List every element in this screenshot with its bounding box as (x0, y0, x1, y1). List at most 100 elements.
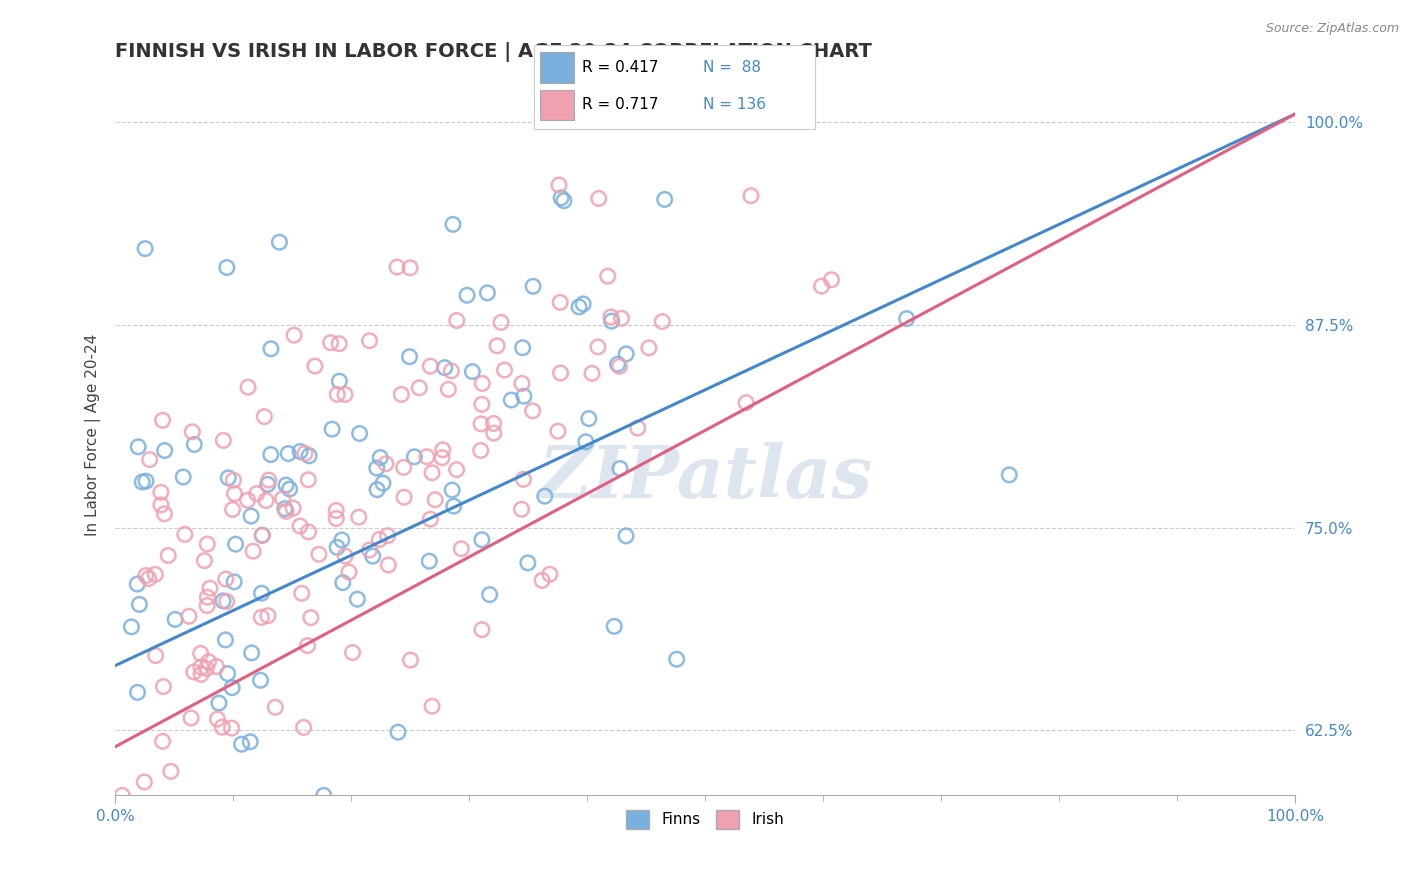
Point (437, 382, 460, 396)
Point (627, 421, 650, 435)
Point (214, 632, 236, 647)
Point (735, 395, 758, 409)
Point (654, 193, 676, 207)
Text: R = 0.417: R = 0.417 (582, 60, 658, 75)
Point (596, 269, 619, 284)
Point (222, 473, 245, 487)
Text: FINNISH VS IRISH IN LABOR FORCE | AGE 20-24 CORRELATION CHART: FINNISH VS IRISH IN LABOR FORCE | AGE 20… (115, 42, 872, 62)
Point (215, 594, 238, 608)
Point (250, 610, 273, 624)
Point (682, 83, 704, 97)
Point (195, 591, 218, 605)
Point (337, 565, 360, 579)
Point (131, 475, 153, 489)
Point (224, 574, 246, 589)
Point (494, 363, 516, 377)
Point (471, 623, 494, 637)
Point (152, 413, 174, 427)
Point (820, 273, 842, 287)
Point (419, 359, 441, 374)
Point (127, 577, 149, 591)
Point (786, 88, 808, 103)
Point (740, 188, 762, 202)
Point (377, 558, 399, 572)
Point (111, 789, 134, 803)
Point (190, 660, 212, 674)
Point (257, 608, 280, 623)
Point (998, 467, 1021, 482)
Point (325, 511, 347, 525)
Point (614, 347, 637, 361)
Point (510, 376, 533, 391)
Point (254, 493, 277, 508)
Point (430, 450, 453, 465)
Point (513, 389, 536, 403)
Point (614, 529, 637, 543)
Point (418, 554, 440, 568)
Point (588, 191, 610, 205)
Point (392, 460, 415, 475)
Point (190, 667, 212, 681)
Point (470, 443, 492, 458)
Point (195, 599, 218, 613)
Point (274, 501, 297, 516)
Point (461, 365, 484, 379)
Point (304, 359, 326, 373)
Point (609, 461, 631, 475)
Point (135, 474, 157, 488)
Point (581, 367, 603, 381)
Point (197, 655, 219, 669)
Point (256, 477, 278, 491)
Point (221, 681, 243, 695)
Point (347, 510, 370, 524)
Point (326, 387, 349, 401)
Point (134, 242, 156, 256)
Point (149, 485, 172, 500)
Point (153, 443, 176, 458)
Text: N = 136: N = 136 (703, 97, 766, 112)
Point (342, 646, 364, 660)
Point (531, 574, 554, 588)
Point (253, 409, 276, 424)
Point (325, 503, 347, 517)
Point (159, 764, 181, 779)
Point (240, 646, 263, 660)
Point (288, 519, 311, 533)
Point (349, 426, 371, 441)
Point (399, 653, 422, 667)
Point (138, 572, 160, 586)
Point (135, 568, 157, 582)
Point (221, 502, 243, 516)
Point (326, 541, 349, 555)
Point (250, 528, 273, 542)
Point (276, 504, 298, 518)
Point (446, 313, 468, 327)
Point (215, 260, 238, 275)
Point (470, 417, 492, 431)
Point (152, 680, 174, 694)
FancyBboxPatch shape (540, 89, 574, 120)
Point (249, 673, 271, 688)
Point (297, 524, 319, 539)
Point (398, 350, 420, 364)
Point (399, 260, 422, 275)
Point (264, 700, 287, 714)
Point (257, 473, 280, 487)
Point (224, 486, 246, 500)
Point (183, 665, 205, 679)
Point (281, 501, 304, 516)
Point (149, 498, 172, 512)
Point (120, 620, 142, 634)
Point (260, 342, 283, 356)
Point (177, 609, 200, 624)
Text: ZIPatlas: ZIPatlas (538, 442, 872, 513)
Point (346, 592, 368, 607)
Point (377, 529, 399, 543)
Point (291, 586, 314, 600)
Point (538, 567, 561, 582)
Text: N =  88: N = 88 (703, 60, 761, 75)
Point (288, 444, 311, 458)
Point (456, 288, 478, 302)
Point (501, 392, 523, 407)
Point (609, 359, 631, 374)
